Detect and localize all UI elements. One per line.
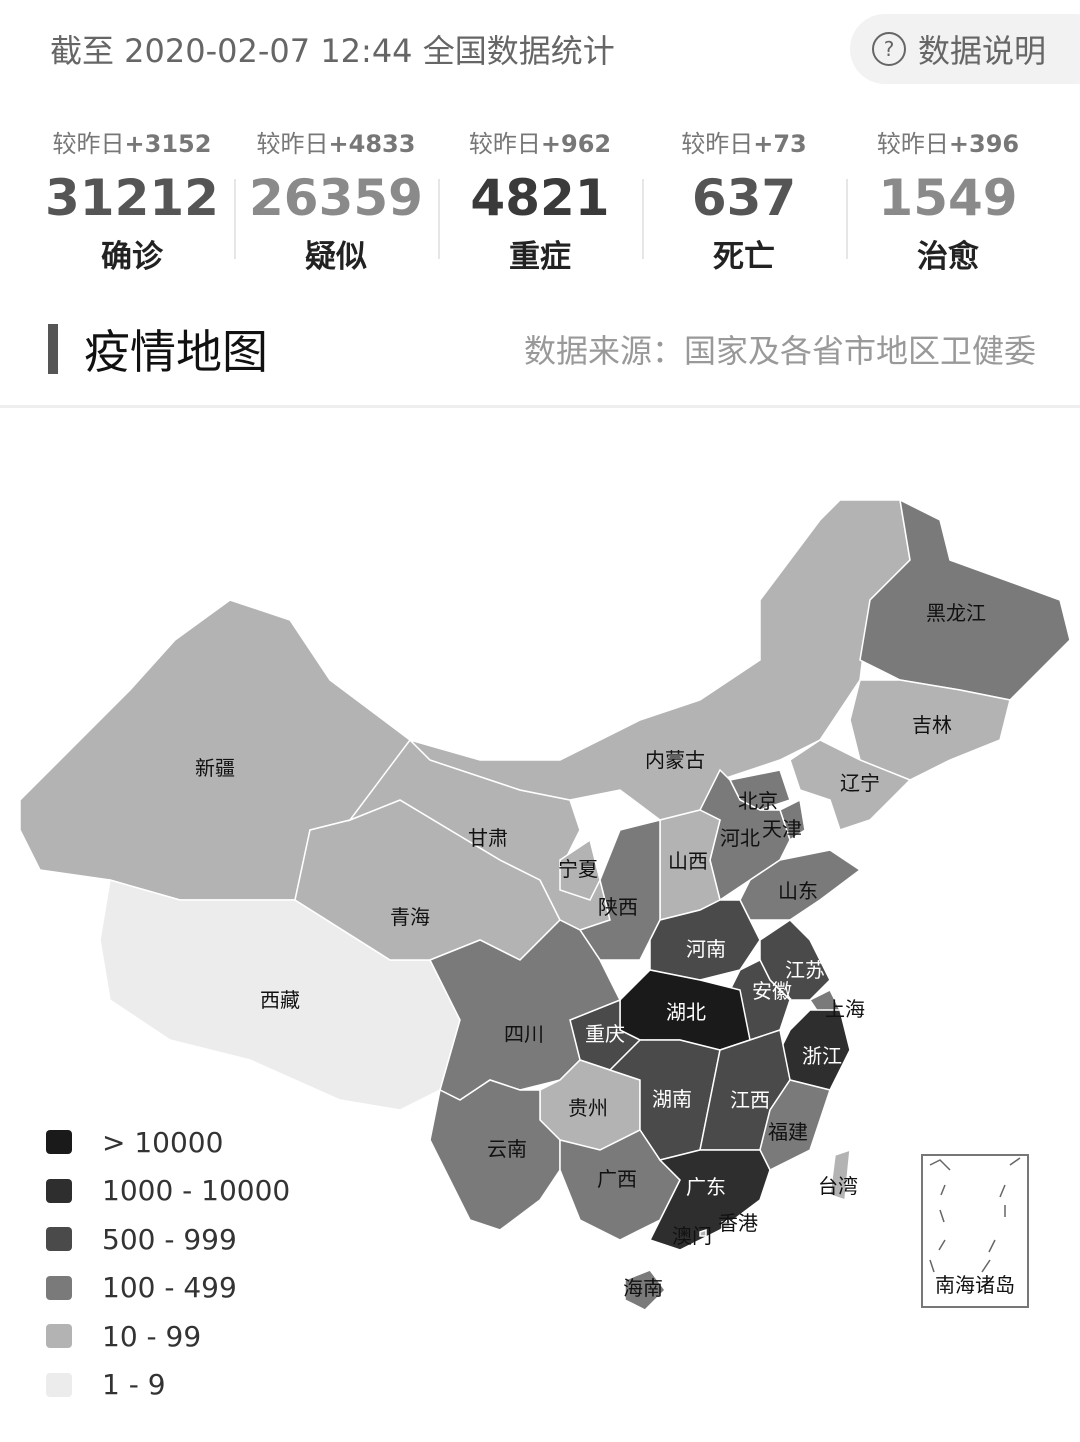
legend-item[interactable]: 100 - 499 xyxy=(46,1264,290,1313)
stat-label: 疑似 xyxy=(305,239,367,275)
question-circle-icon: ? xyxy=(872,32,906,66)
data-explanation-button[interactable]: ? 数据说明 xyxy=(850,14,1080,84)
province-31[interactable] xyxy=(829,1148,851,1202)
south-china-sea-inset: 南海诸岛 xyxy=(921,1154,1029,1308)
legend-swatch xyxy=(46,1324,72,1349)
legend-item[interactable]: 10 - 99 xyxy=(46,1312,290,1361)
province-label: 黑龙江 xyxy=(926,601,986,625)
province-label: 内蒙古 xyxy=(645,748,705,772)
update-timestamp: 截至 2020-02-07 12:44 全国数据统计 xyxy=(50,32,615,70)
province-29[interactable] xyxy=(648,1149,771,1251)
stat-label: 确诊 xyxy=(101,239,163,275)
province-label: 宁夏 xyxy=(558,857,598,881)
province-label: 河北 xyxy=(720,826,760,850)
legend-item[interactable]: 1000 - 10000 xyxy=(46,1167,290,1216)
section-accent-bar xyxy=(48,324,58,374)
province-label: 山西 xyxy=(668,849,708,873)
legend-label: 500 - 999 xyxy=(102,1222,237,1256)
stat-delta: +396 xyxy=(948,130,1020,158)
stat-delta: +4833 xyxy=(328,130,416,158)
province-7[interactable] xyxy=(789,739,912,831)
province-6[interactable] xyxy=(849,679,1011,781)
stat-delta-prefix: 较昨日 xyxy=(52,130,125,158)
stat-value: 637 xyxy=(691,169,797,227)
province-label: 广西 xyxy=(597,1167,637,1191)
province-label: 广东 xyxy=(686,1175,726,1199)
stat-value: 31212 xyxy=(45,169,219,227)
legend-swatch xyxy=(46,1275,72,1300)
province-label: 天津 xyxy=(762,817,802,841)
province-label: 香港 xyxy=(718,1211,758,1235)
legend-label: 10 - 99 xyxy=(102,1319,202,1353)
legend-label: > 10000 xyxy=(102,1125,224,1159)
legend-swatch xyxy=(46,1372,72,1397)
data-explanation-label: 数据说明 xyxy=(918,32,1047,70)
data-source: 数据来源：国家及各省市地区卫健委 xyxy=(523,332,1036,370)
stat-delta: +73 xyxy=(753,130,807,158)
province-label: 福建 xyxy=(768,1120,808,1144)
legend-label: 1000 - 10000 xyxy=(102,1174,291,1208)
stat-label: 死亡 xyxy=(713,239,775,275)
province-33[interactable] xyxy=(699,1228,707,1237)
province-label: 澳门 xyxy=(672,1224,712,1248)
province-label: 山东 xyxy=(778,879,818,903)
province-label: 河南 xyxy=(686,937,726,961)
province-30[interactable] xyxy=(624,1269,666,1311)
province-13[interactable] xyxy=(559,838,601,901)
stat-delta: +962 xyxy=(540,130,612,158)
stat-delta-prefix: 较昨日 xyxy=(876,130,949,158)
province-label: 江西 xyxy=(730,1088,770,1112)
province-label: 湖北 xyxy=(666,1000,706,1024)
province-label: 湖南 xyxy=(652,1087,692,1111)
province-label: 新疆 xyxy=(195,756,235,780)
province-label: 云南 xyxy=(487,1137,527,1161)
province-32[interactable] xyxy=(721,1219,731,1229)
province-label: 重庆 xyxy=(585,1022,625,1046)
province-label: 安徽 xyxy=(752,979,792,1003)
legend-item[interactable]: 500 - 999 xyxy=(46,1215,290,1264)
stats-row: 较昨日+3152 31212 确诊 较昨日+4833 26359 疑似 较昨日+… xyxy=(30,124,1050,276)
legend-item[interactable]: 1 - 9 xyxy=(46,1361,290,1410)
province-label: 江苏 xyxy=(785,958,825,982)
stat-label: 治愈 xyxy=(917,239,979,275)
stat-recovered: 较昨日+396 1549 治愈 xyxy=(846,124,1050,276)
province-label: 四川 xyxy=(504,1022,544,1046)
stat-value: 26359 xyxy=(249,169,423,227)
province-label: 北京 xyxy=(738,789,778,813)
province-label: 浙江 xyxy=(802,1044,842,1068)
map-legend: > 10000 1000 - 10000 500 - 999 100 - 499… xyxy=(46,1118,290,1409)
stat-deaths: 较昨日+73 637 死亡 xyxy=(642,124,846,276)
province-label: 西藏 xyxy=(260,988,300,1012)
province-label: 吉林 xyxy=(912,713,952,737)
stat-delta: +3152 xyxy=(124,130,212,158)
divider xyxy=(0,405,1080,408)
stat-severe: 较昨日+962 4821 重症 xyxy=(438,124,642,276)
legend-swatch xyxy=(46,1178,72,1203)
province-label: 甘肃 xyxy=(468,826,508,850)
stat-confirmed: 较昨日+3152 31212 确诊 xyxy=(30,124,234,276)
stat-delta-prefix: 较昨日 xyxy=(681,130,754,158)
province-label: 台湾 xyxy=(818,1174,858,1198)
legend-swatch xyxy=(46,1130,72,1155)
legend-item[interactable]: > 10000 xyxy=(46,1118,290,1167)
province-label: 青海 xyxy=(390,905,430,929)
province-label: 上海 xyxy=(825,997,865,1021)
province-label: 贵州 xyxy=(568,1096,608,1120)
section-title: 疫情地图 xyxy=(84,325,268,379)
legend-swatch xyxy=(46,1227,72,1252)
stat-label: 重症 xyxy=(509,239,571,275)
province-label: 辽宁 xyxy=(840,771,880,795)
stat-suspected: 较昨日+4833 26359 疑似 xyxy=(234,124,438,276)
section-header: 疫情地图 xyxy=(48,316,268,382)
legend-label: 1 - 9 xyxy=(102,1368,166,1402)
legend-label: 100 - 499 xyxy=(102,1271,237,1305)
stat-delta-prefix: 较昨日 xyxy=(256,130,329,158)
province-label: 海南 xyxy=(623,1276,663,1300)
stat-value: 1549 xyxy=(878,169,1018,227)
stat-value: 4821 xyxy=(470,169,610,227)
province-label: 陕西 xyxy=(598,895,638,919)
stat-delta-prefix: 较昨日 xyxy=(468,130,541,158)
inset-label: 南海诸岛 xyxy=(935,1273,1015,1297)
